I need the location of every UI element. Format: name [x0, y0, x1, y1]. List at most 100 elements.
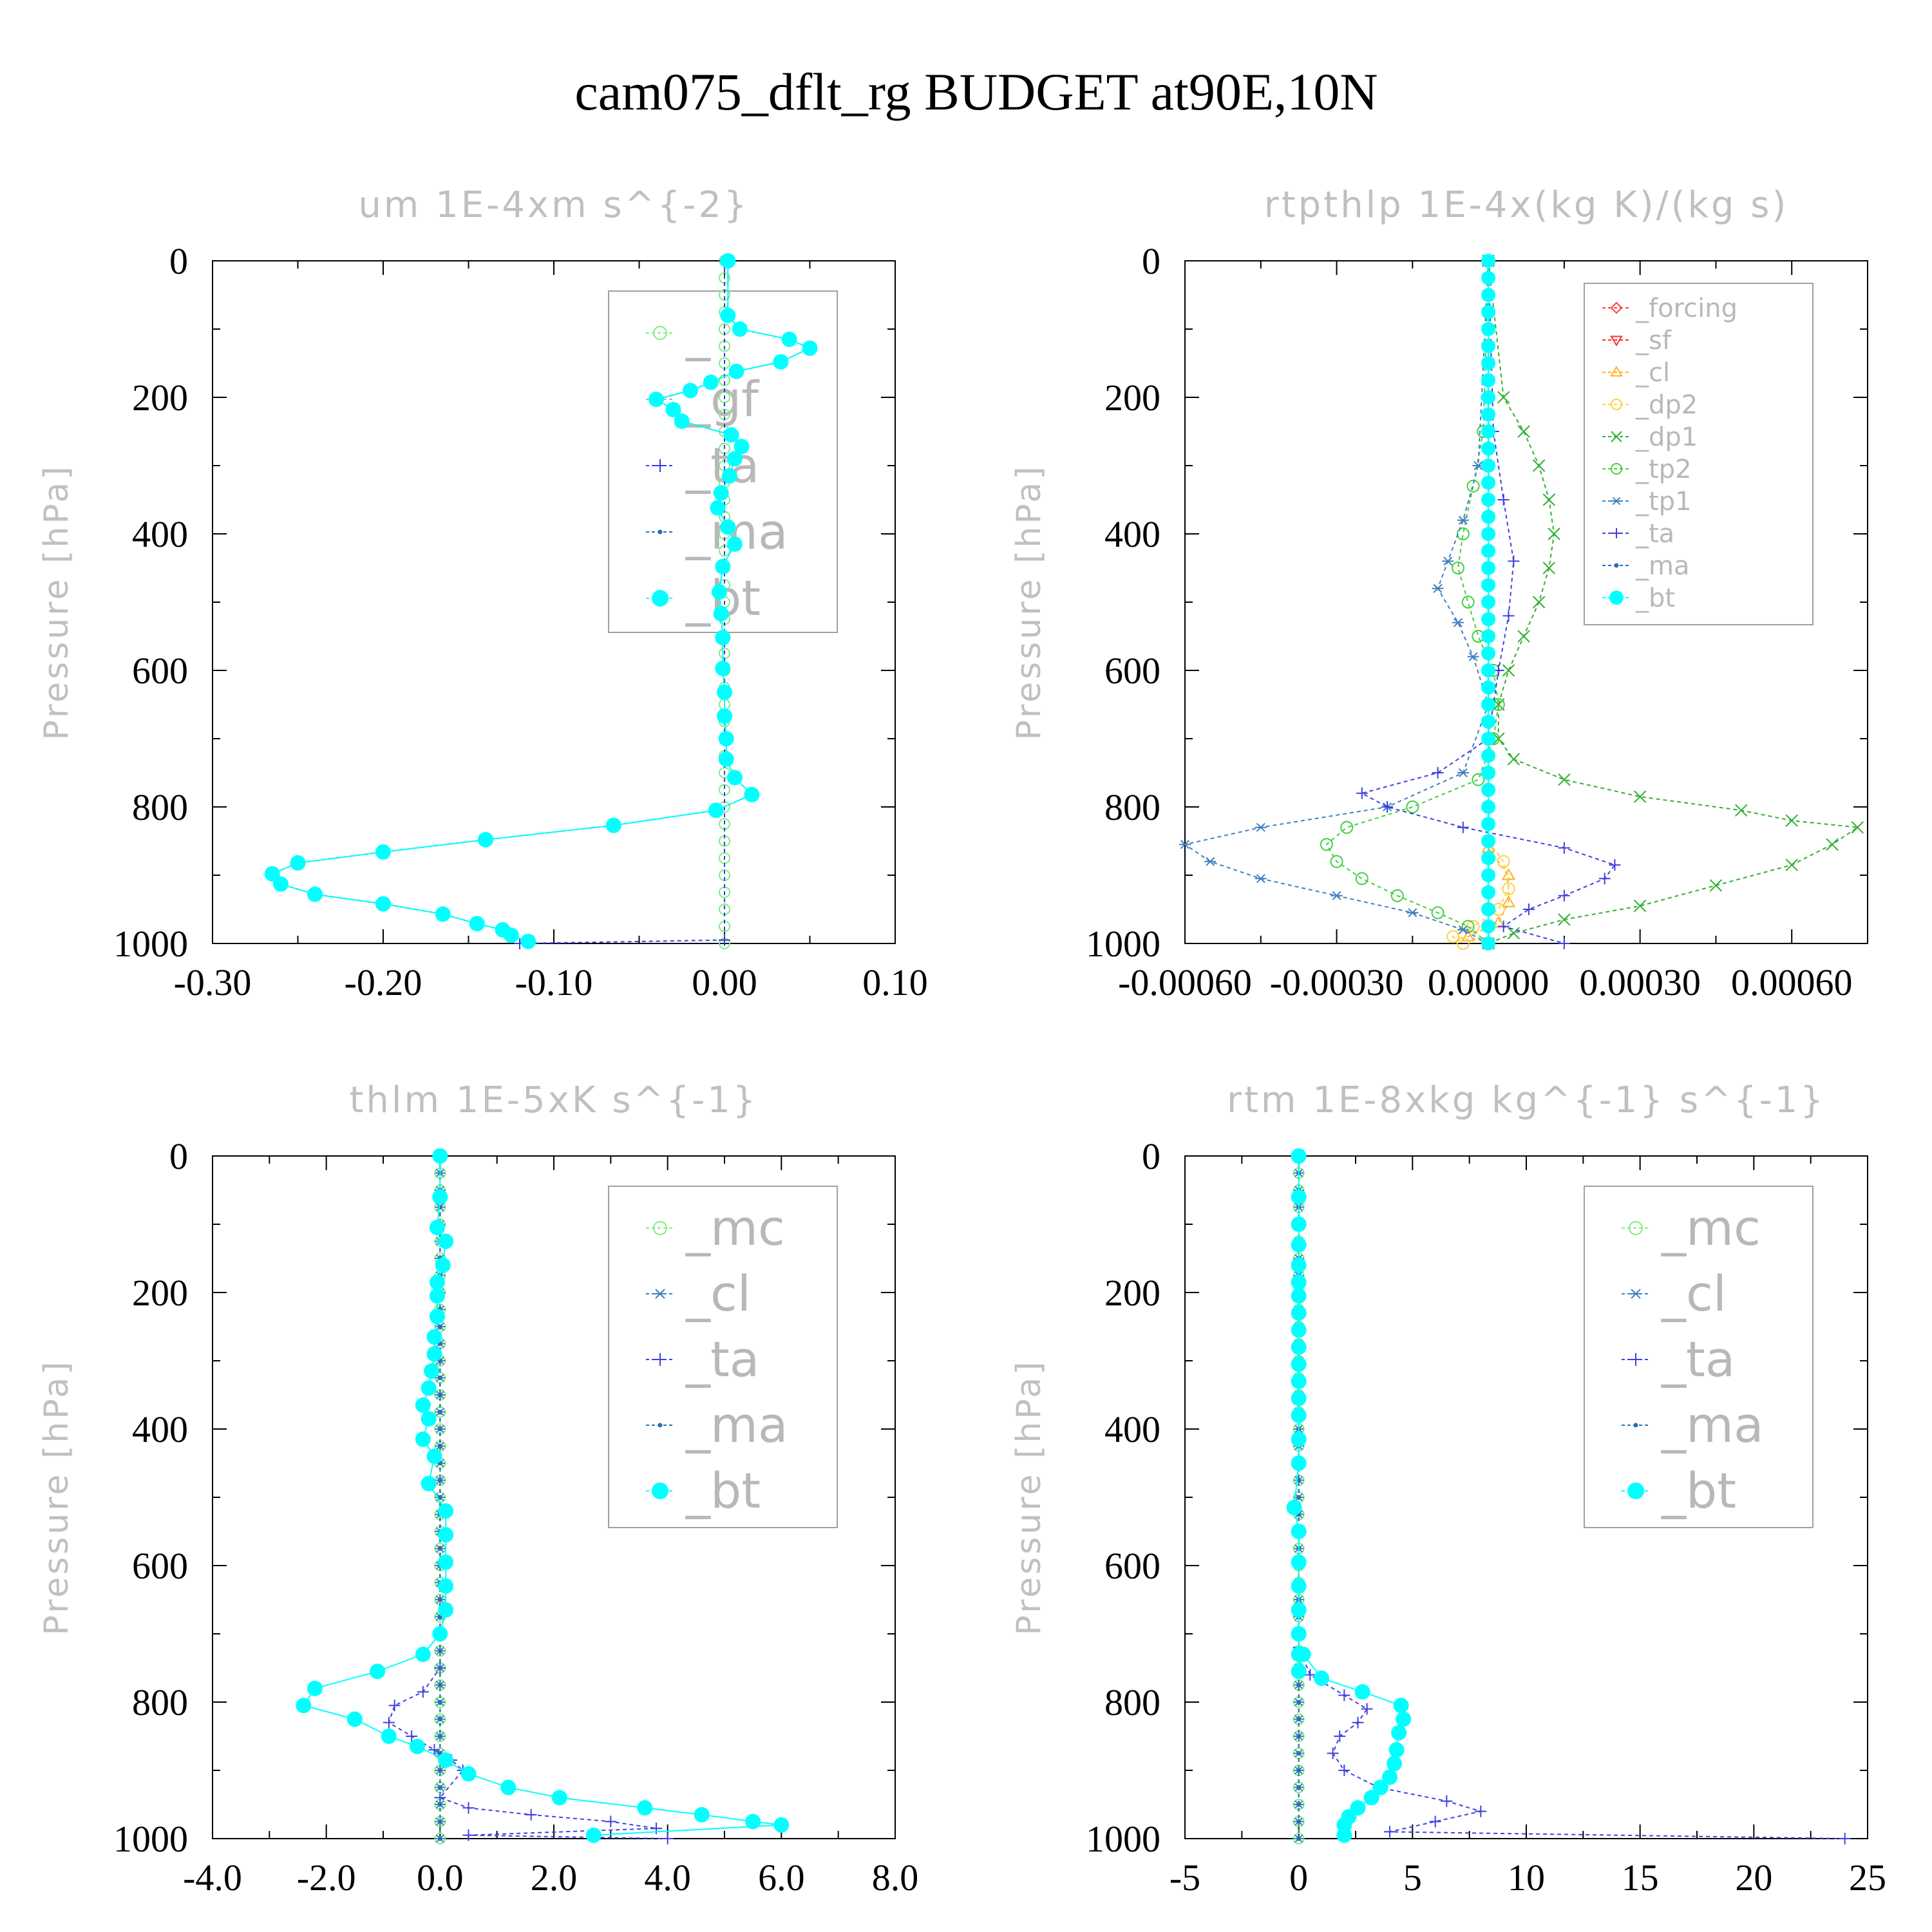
data-point: [437, 1324, 442, 1329]
data-point: [421, 1411, 437, 1427]
data-point: [1291, 1189, 1307, 1205]
series-dp1-4: [1482, 254, 1864, 950]
data-point: [1396, 1711, 1412, 1727]
data-point: [1390, 889, 1404, 902]
x-tick-label: -0.00060: [1118, 961, 1252, 1003]
legend-label: _ma: [1661, 1396, 1764, 1454]
plots-container: um 1E-4xm s^{-2}Pressure [hPa]0200400600…: [37, 184, 1886, 1899]
data-point: [432, 1626, 448, 1642]
data-point: [1481, 305, 1496, 319]
data-point: [1457, 515, 1469, 525]
legend-label: _dp2: [1635, 390, 1698, 420]
data-point: [1382, 1769, 1397, 1785]
data-point: [1296, 1802, 1302, 1807]
y-tick-label: 800: [132, 1681, 188, 1723]
data-point: [1432, 583, 1444, 593]
data-point: [1472, 773, 1485, 786]
data-point: [1387, 1756, 1403, 1772]
data-point: [437, 1444, 442, 1448]
data-point: [1291, 1578, 1307, 1594]
data-point: [1291, 1390, 1307, 1406]
data-point: [525, 1808, 537, 1821]
data-point: [1709, 879, 1723, 892]
data-point: [1291, 1554, 1307, 1570]
data-point: [694, 1806, 710, 1823]
data-point: [346, 1711, 363, 1727]
data-point: [1502, 882, 1515, 896]
data-point: [469, 916, 485, 932]
data-point: [1291, 1257, 1307, 1273]
data-point: [415, 1397, 431, 1413]
data-point: [435, 906, 451, 922]
series-ma-3: [437, 1153, 442, 1841]
legend-label: _cl: [685, 1265, 751, 1322]
x-tick-label: 2.0: [531, 1857, 578, 1899]
x-tick-label: 0: [1289, 1857, 1308, 1899]
data-point: [745, 1814, 761, 1830]
data-point: [1296, 1768, 1302, 1773]
data-point: [421, 1380, 437, 1396]
data-point: [773, 354, 789, 370]
panel-2: rtpthlp 1E-4x(kg K)/(kg s) Pressure [hPa]…: [1010, 184, 1868, 1003]
data-point: [1481, 919, 1496, 934]
data-point: [438, 1554, 454, 1570]
data-point: [734, 439, 750, 455]
data-point: [1548, 527, 1560, 540]
data-point: [1255, 822, 1267, 832]
data-point: [437, 1819, 442, 1824]
y-tick-label: 400: [132, 1408, 188, 1450]
data-point: [1481, 748, 1496, 763]
data-point: [717, 708, 732, 724]
data-point: [1296, 1751, 1302, 1756]
panel-title: thlm 1E-5xK s^{-1}: [349, 1079, 758, 1121]
data-point: [426, 1448, 442, 1464]
data-point: [1481, 356, 1496, 370]
x-tick-label: 20: [1735, 1857, 1772, 1899]
panel-title: rtpthlp 1E-4x(kg K)/(kg s): [1264, 184, 1789, 226]
data-point: [1296, 1683, 1302, 1687]
x-tick-label: -2.0: [297, 1857, 356, 1899]
legend: _mc _cl _ta _ma _bt: [608, 1186, 838, 1528]
data-point: [1481, 697, 1496, 712]
y-tick-label: 400: [1104, 513, 1160, 555]
data-point: [1456, 527, 1470, 540]
data-point: [460, 1766, 477, 1782]
panel-4: rtm 1E-8xkg kg^{-1} s^{-1} Pressure [hPa]…: [1010, 1079, 1886, 1899]
x-tick-label: 0.10: [862, 961, 928, 1003]
data-point: [437, 1665, 442, 1671]
x-tick-label: 0.00030: [1579, 961, 1701, 1003]
legend-marker: [653, 1221, 667, 1235]
data-point: [720, 307, 736, 323]
data-point: [503, 927, 519, 943]
data-point: [273, 876, 289, 892]
data-point: [1481, 561, 1496, 575]
data-point: [264, 866, 280, 882]
data-point: [1481, 902, 1496, 916]
data-point: [415, 1646, 431, 1662]
data-point: [428, 1744, 440, 1756]
data-point: [1481, 424, 1496, 439]
legend: _forcing _sf _cl_dp2_dp1 _tp2 _tp1 _ta_ma_bt: [1584, 283, 1814, 625]
data-point: [1481, 441, 1496, 456]
y-tick-label: 600: [1104, 1545, 1160, 1587]
legend-label: _cl: [1661, 1265, 1727, 1322]
data-point: [1291, 1626, 1307, 1642]
data-point: [1481, 732, 1496, 746]
y-tick-label: 400: [1104, 1408, 1160, 1450]
data-point: [703, 374, 719, 390]
data-point: [1481, 270, 1496, 285]
legend-label: _forcing: [1635, 294, 1738, 323]
data-point: [1255, 874, 1267, 884]
data-point: [432, 1189, 448, 1205]
data-point: [1558, 938, 1570, 949]
legend: _mc _cl _ta _ma _bt: [1584, 1186, 1814, 1528]
data-point: [1295, 1646, 1311, 1662]
data-point: [605, 817, 621, 833]
data-point: [1558, 913, 1571, 926]
data-point: [1372, 1779, 1388, 1795]
series-line: [1360, 260, 1616, 944]
data-point: [712, 584, 728, 600]
data-point: [290, 855, 306, 871]
data-point: [1336, 1827, 1352, 1843]
